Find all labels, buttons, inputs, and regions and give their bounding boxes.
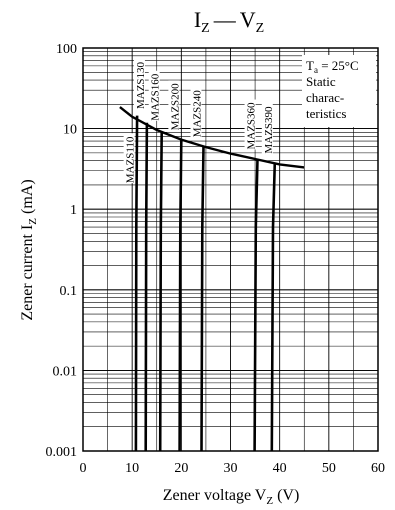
x-tick-label: 50	[322, 461, 336, 476]
series-label-bg	[261, 103, 273, 154]
annotation-temperature: Ta = 25°C	[306, 58, 359, 75]
annotation-line-static: Static	[306, 74, 336, 89]
tick-labels: 0 10 20 30 40 50 60 0.001 0.01 0.1 1 10 100	[46, 42, 386, 476]
annotation-line-teristics: teristics	[306, 106, 346, 121]
y-axis-label: Zener current IZ (mA)	[19, 179, 39, 320]
y-tick-label: 1	[70, 203, 77, 218]
series-label-mazs130: MAZS130	[135, 61, 147, 109]
series-label-bg	[133, 59, 145, 110]
series-curve-mazs200	[178, 140, 183, 452]
series-label-mazs200: MAZS200	[169, 83, 181, 131]
series-curve-mazs390	[270, 162, 277, 452]
series-label-bg	[148, 70, 160, 121]
y-tick-label: 0.001	[46, 445, 78, 460]
series-curve-mazs240	[200, 146, 205, 452]
chart-title: IZ — VZ	[194, 7, 264, 36]
annotation-box-bg	[302, 55, 376, 127]
series-curves	[134, 115, 277, 452]
series-curve-mazs130	[144, 122, 149, 452]
series-label-bg	[190, 87, 202, 138]
y-tick-label: 10	[63, 123, 77, 138]
series-labels: MAZS110 MAZS130 MAZS160 MAZS200 MAZS240 MAZS3…	[123, 59, 275, 184]
plot-frame	[82, 47, 379, 452]
y-tick-label: 0.01	[53, 364, 78, 379]
series-label-mazs390: MAZS390	[263, 106, 275, 154]
series-curve-mazs360	[253, 158, 259, 452]
series-label-mazs110: MAZS110	[125, 136, 137, 183]
x-tick-label: 40	[273, 461, 287, 476]
y-tick-label: 0.1	[60, 284, 78, 299]
x-tick-label: 0	[80, 461, 87, 476]
x-tick-label: 60	[371, 461, 385, 476]
y-tick-label: 100	[56, 42, 77, 57]
series-label-bg	[244, 99, 256, 150]
series-label-bg	[168, 80, 180, 131]
power-limit-curve	[119, 106, 305, 169]
annotation-line-charac: charac-	[306, 90, 344, 105]
series-curve-mazs110	[134, 115, 139, 452]
series-label-mazs360: MAZS360	[246, 102, 258, 150]
series-curve-mazs160	[158, 132, 163, 452]
series-label-mazs240: MAZS240	[191, 90, 203, 138]
power-limit-line	[119, 106, 305, 169]
series-label-bg	[123, 133, 135, 184]
series-label-mazs160: MAZS160	[150, 73, 162, 121]
x-tick-label: 20	[174, 461, 188, 476]
x-tick-label: 30	[224, 461, 238, 476]
x-tick-label: 10	[125, 461, 139, 476]
x-axis-label: Zener voltage VZ (V)	[163, 487, 300, 507]
